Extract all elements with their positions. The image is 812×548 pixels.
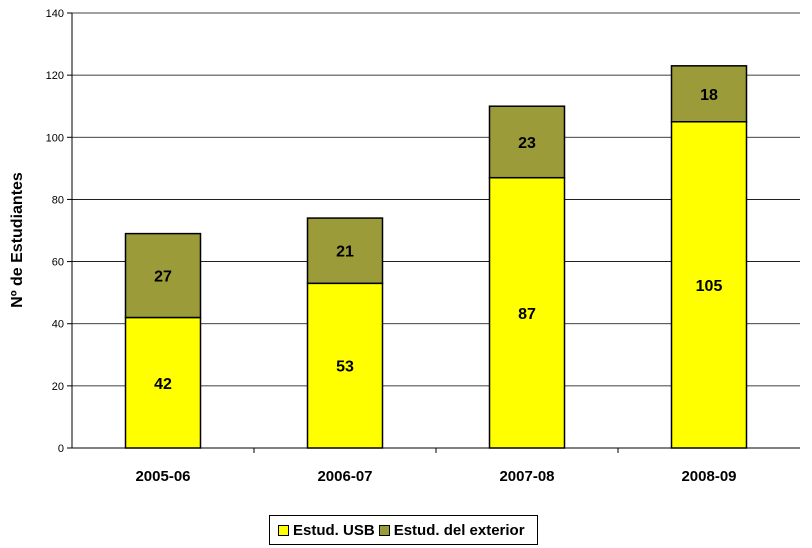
axes	[67, 12, 800, 453]
legend-label-usb: Estud. USB	[293, 521, 375, 539]
bar-exterior	[124, 232, 202, 319]
y-tick-label: 40	[52, 319, 64, 331]
bars	[124, 65, 748, 449]
data-label-usb: 87	[518, 306, 536, 323]
x-tick-label: 2008-09	[681, 468, 736, 485]
x-tick-label: 2006-07	[317, 468, 372, 485]
legend: Estud. USB Estud. del exterior	[269, 515, 538, 545]
legend-item-exterior: Estud. del exterior	[378, 521, 525, 539]
data-label-exterior: 21	[336, 244, 354, 261]
y-tick-label: 60	[52, 257, 64, 269]
data-label-usb: 105	[696, 278, 723, 295]
data-label-exterior: 23	[518, 135, 536, 152]
y-tick-label: 100	[46, 132, 64, 144]
y-tick-label: 80	[52, 194, 64, 206]
y-tick-label: 140	[46, 8, 64, 20]
data-label-exterior: 18	[700, 87, 718, 104]
legend-label-exterior: Estud. del exterior	[393, 521, 525, 539]
labels: 0 20 40 60 80 100 120 140 42 27 2005-06 53 21 2006-07…	[46, 8, 737, 485]
bar-usb	[670, 121, 748, 449]
bar-exterior	[670, 65, 748, 123]
bar-exterior	[306, 217, 384, 285]
legend-swatch-usb	[278, 524, 289, 536]
y-tick-label: 120	[46, 70, 64, 82]
data-label-usb: 53	[336, 359, 354, 376]
x-tick-label: 2007-08	[499, 468, 554, 485]
y-tick-label: 20	[52, 381, 64, 393]
bar-usb	[488, 176, 566, 449]
legend-item-usb: Estud. USB	[278, 522, 375, 539]
y-axis-label: Nº de Estudiantes	[9, 172, 26, 308]
data-label-usb: 42	[154, 376, 172, 393]
bar-exterior	[488, 105, 566, 179]
x-tick-label: 2005-06	[135, 468, 190, 485]
bar-usb	[306, 282, 384, 449]
y-tick-label: 0	[58, 443, 64, 455]
legend-swatch-exterior	[378, 524, 390, 536]
data-label-exterior: 27	[154, 269, 172, 286]
